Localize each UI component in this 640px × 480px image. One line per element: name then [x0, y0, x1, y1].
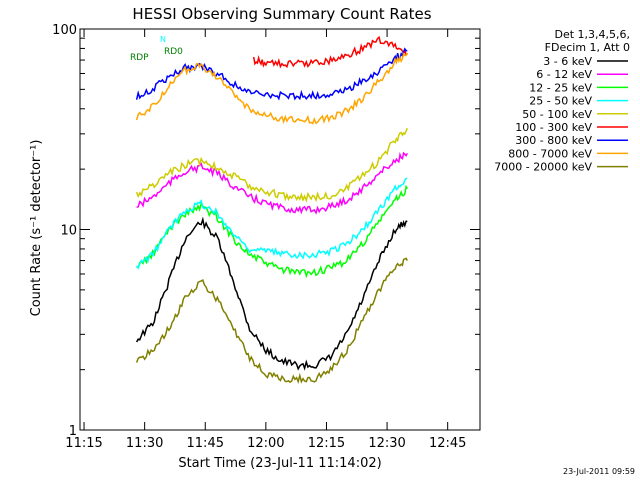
legend-label: 50 - 100 keV: [522, 108, 592, 121]
legend-label: 25 - 50 keV: [529, 95, 592, 108]
x-tick-label: 11:45: [187, 436, 224, 451]
x-tick-label: 11:30: [126, 436, 163, 451]
x-tick-label: 12:45: [429, 436, 466, 451]
annotation-n: N: [160, 35, 166, 44]
legend-label: 100 - 300 keV: [515, 121, 592, 134]
series-line: [136, 184, 408, 279]
x-tick-label: 12:30: [368, 436, 405, 451]
legend-header-line-2: FDecim 1, Att 0: [545, 41, 630, 54]
annotation-rdp: RDP: [130, 53, 149, 63]
series-line: [135, 216, 408, 371]
legend-header-line-1: Det 1,3,4,5,6,: [554, 28, 630, 41]
legend-label: 300 - 800 keV: [515, 134, 592, 147]
legend-label: 12 - 25 keV: [529, 81, 592, 94]
x-tick-label: 11:15: [65, 436, 102, 451]
series-line: [252, 35, 408, 69]
y-tick-label: 100: [52, 23, 77, 38]
legend-label: 3 - 6 keV: [543, 55, 592, 68]
legend-label: 800 - 7000 keV: [508, 147, 592, 160]
x-tick-label: 12:00: [247, 436, 284, 451]
series-line: [135, 257, 408, 384]
series-line: [135, 127, 408, 203]
x-tick-label: 12:15: [308, 436, 345, 451]
chart-title: HESSI Observing Summary Count Rates: [132, 5, 431, 23]
y-tick-label: 1: [69, 424, 77, 439]
series-line: [135, 52, 408, 125]
series-line: [135, 177, 408, 270]
annotation-rd0: RD0: [164, 47, 183, 57]
plot-frame: [79, 28, 481, 431]
legend-label: 6 - 12 keV: [536, 68, 592, 81]
series-line: [136, 151, 408, 215]
x-axis-label: Start Time (23-Jul-11 11:14:02): [178, 456, 381, 471]
legend-label: 7000 - 20000 keV: [494, 161, 592, 174]
footer-timestamp: 23-Jul-2011 09:59: [563, 467, 635, 476]
y-axis-label: Count Rate (s⁻¹ detector⁻¹): [29, 140, 44, 317]
y-tick-label: 10: [60, 224, 77, 239]
